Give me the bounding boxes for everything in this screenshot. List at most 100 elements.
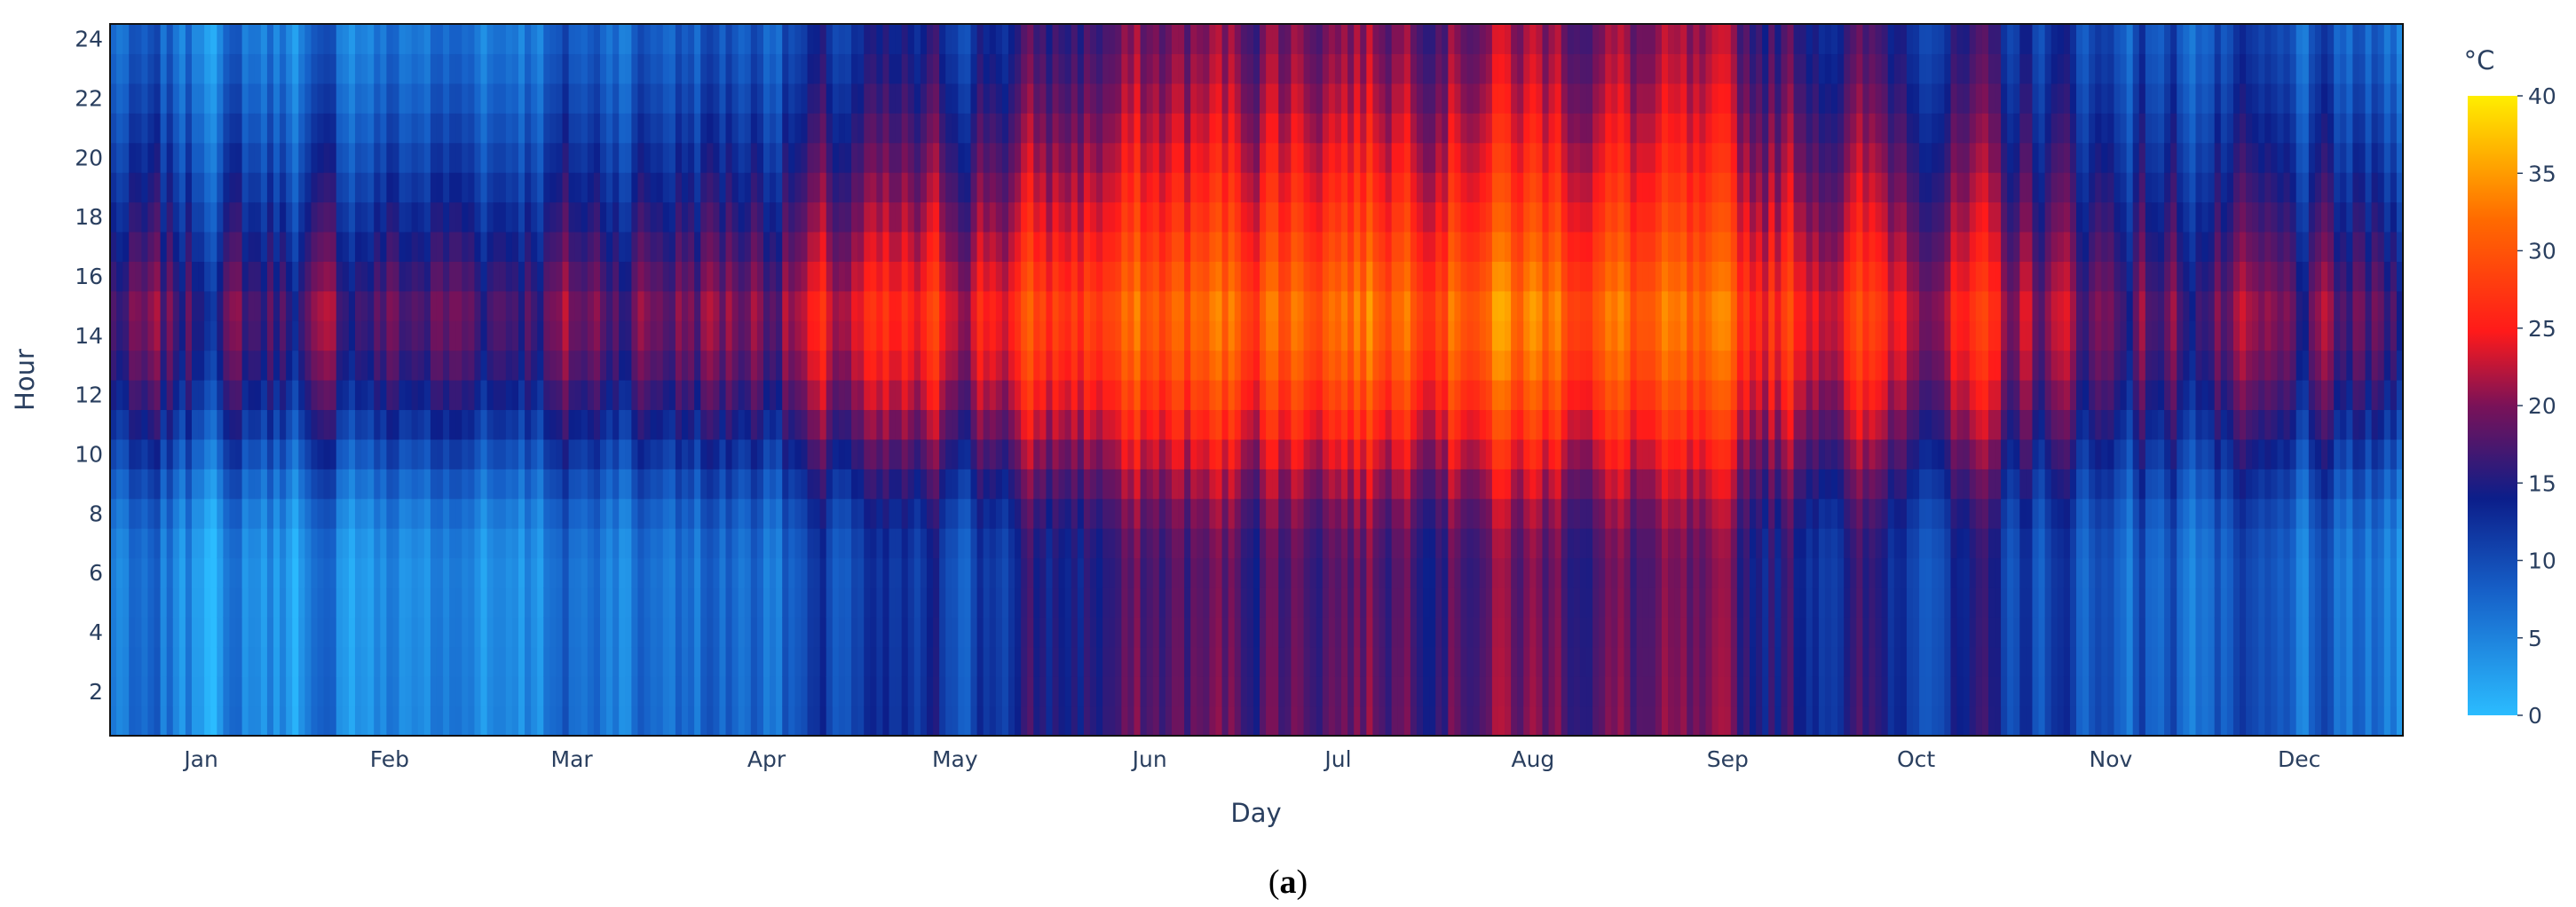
heatmap-cell [436, 617, 444, 648]
heatmap-cell [895, 617, 903, 648]
heatmap-cell [1252, 587, 1260, 618]
heatmap-cell [870, 676, 877, 707]
heatmap-cell [688, 142, 695, 173]
heatmap-cell [619, 350, 626, 381]
heatmap-cell [656, 261, 664, 292]
heatmap-cell [204, 350, 211, 381]
heatmap-cell [619, 113, 626, 144]
heatmap-cell [838, 646, 846, 677]
heatmap-cell [819, 142, 827, 173]
heatmap-cell [166, 172, 174, 203]
heatmap-cell [1197, 261, 1204, 292]
heatmap-cell [744, 528, 752, 559]
heatmap-cell [147, 557, 155, 588]
heatmap-cell [619, 557, 626, 588]
heatmap-cell [644, 617, 652, 648]
heatmap-cell [480, 469, 488, 500]
heatmap-cell [147, 172, 155, 203]
heatmap-cell [625, 53, 632, 84]
heatmap-cell [1360, 706, 1367, 737]
heatmap-cell [1260, 528, 1267, 559]
heatmap-cell [1033, 409, 1040, 440]
heatmap-cell [556, 706, 564, 737]
heatmap-cell [713, 676, 721, 707]
heatmap-cell [374, 113, 381, 144]
heatmap-cell [788, 380, 795, 411]
heatmap-cell [1140, 83, 1148, 114]
heatmap-cell [1027, 350, 1034, 381]
heatmap-cell [1266, 290, 1273, 321]
heatmap-cell [361, 113, 368, 144]
heatmap-cell [1052, 706, 1060, 737]
heatmap-cell [323, 83, 331, 114]
heatmap-cell [411, 617, 419, 648]
heatmap-cell [486, 320, 494, 351]
heatmap-cell [864, 557, 871, 588]
heatmap-cell [1089, 142, 1097, 173]
heatmap-cell [531, 53, 538, 84]
heatmap-cell [568, 528, 576, 559]
heatmap-cell [405, 706, 413, 737]
heatmap-cell [1058, 469, 1066, 500]
heatmap-cell [1165, 350, 1173, 381]
heatmap-cell [844, 113, 852, 144]
heatmap-cell [317, 409, 325, 440]
heatmap-cell [826, 24, 834, 55]
heatmap-cell [656, 83, 664, 114]
heatmap-cell [1221, 350, 1229, 381]
heatmap-cell [1221, 320, 1229, 351]
heatmap-cell [1089, 172, 1097, 203]
heatmap-cell [562, 83, 570, 114]
heatmap-cell [694, 498, 701, 529]
heatmap-cell [668, 676, 676, 707]
heatmap-cell [952, 261, 959, 292]
heatmap-cell [1121, 676, 1129, 707]
heatmap-cell [619, 83, 626, 114]
heatmap-cell [1064, 350, 1072, 381]
heatmap-cell [939, 646, 946, 677]
heatmap-cell [518, 617, 525, 648]
heatmap-cell [543, 380, 550, 411]
heatmap-cell [882, 201, 890, 233]
heatmap-cell [392, 587, 400, 618]
heatmap-cell [474, 587, 482, 618]
heatmap-cell [241, 113, 249, 144]
heatmap-cell [122, 380, 130, 411]
heatmap-cell [644, 557, 652, 588]
heatmap-cell [210, 261, 217, 292]
heatmap-cell [1366, 290, 1374, 321]
heatmap-cell [367, 290, 375, 321]
heatmap-cell [819, 557, 827, 588]
heatmap-cell [568, 113, 576, 144]
heatmap-cell [782, 172, 789, 203]
heatmap-cell [1366, 587, 1374, 618]
heatmap-cell [411, 587, 419, 618]
heatmap-cell [1021, 409, 1028, 440]
heatmap-cell [901, 706, 909, 737]
heatmap-cell [1354, 142, 1361, 173]
heatmap-cell [110, 587, 117, 618]
heatmap-cell [1228, 290, 1236, 321]
heatmap-cell [907, 469, 915, 500]
heatmap-cell [744, 142, 752, 173]
heatmap-cell [694, 231, 701, 262]
heatmap-cell [788, 53, 795, 84]
heatmap-cell [1360, 83, 1367, 114]
heatmap-cell [776, 380, 783, 411]
heatmap-cell [1077, 290, 1085, 321]
heatmap-cell [958, 617, 966, 648]
heatmap-cell [995, 350, 1003, 381]
heatmap-cell [1039, 528, 1047, 559]
heatmap-cell [1341, 498, 1348, 529]
heatmap-cell [901, 201, 909, 233]
heatmap-cell [750, 706, 758, 737]
heatmap-cell [926, 557, 934, 588]
heatmap-cell [593, 528, 601, 559]
heatmap-cell [511, 320, 519, 351]
heatmap-cell [813, 350, 821, 381]
heatmap-cell [474, 676, 482, 707]
heatmap-cell [204, 438, 211, 469]
heatmap-cell [1152, 231, 1160, 262]
heatmap-cell [122, 557, 130, 588]
heatmap-cell [1215, 24, 1223, 55]
